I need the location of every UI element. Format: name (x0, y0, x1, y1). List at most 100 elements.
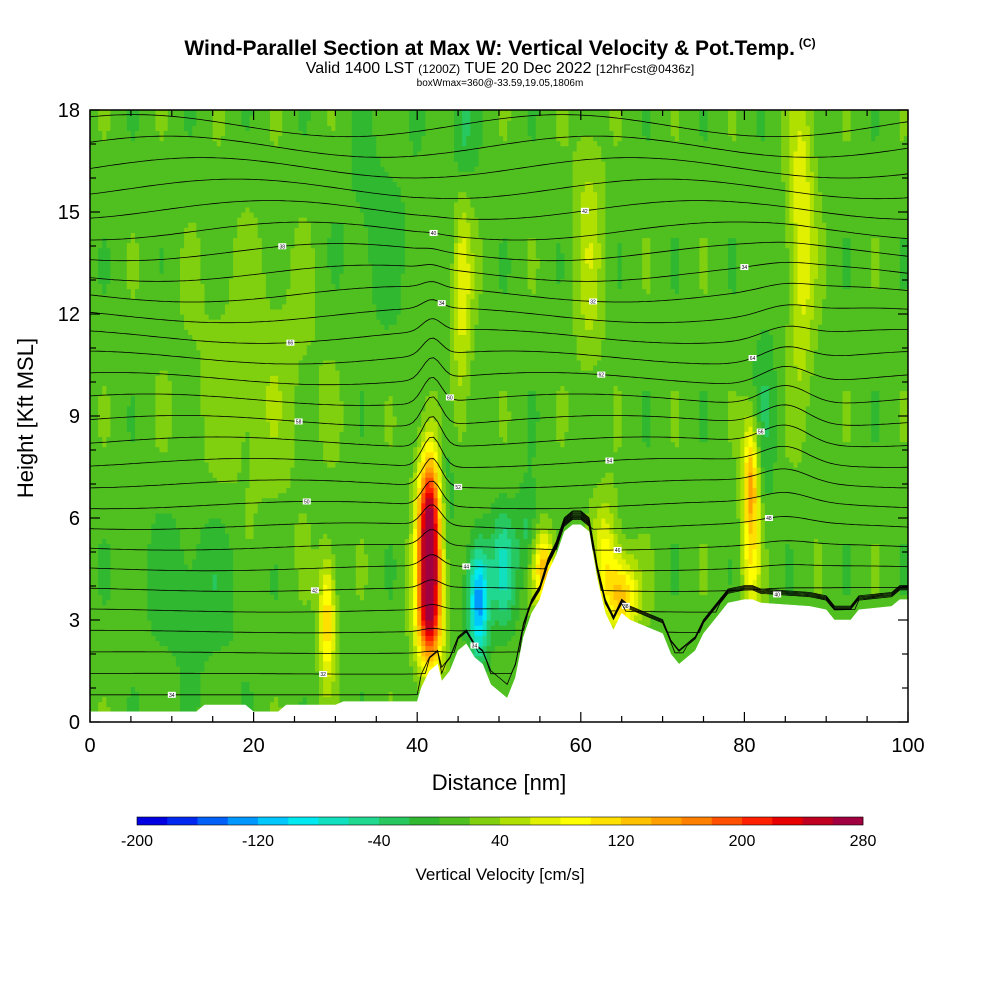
velocity-cell (192, 212, 197, 218)
velocity-cell (90, 359, 95, 366)
velocity-cell (94, 609, 99, 616)
velocity-cell (159, 614, 165, 621)
velocity-cell (233, 467, 238, 473)
velocity-cell (237, 166, 242, 172)
velocity-cell (130, 186, 136, 193)
velocity-cell (90, 308, 95, 315)
velocity-cell (163, 604, 169, 611)
velocity-cell (200, 512, 206, 519)
velocity-cell (143, 492, 148, 499)
velocity-cell (175, 344, 181, 351)
velocity-cell (220, 405, 226, 412)
velocity-cell (171, 288, 177, 295)
velocity-cell (200, 257, 206, 264)
velocity-cell (220, 278, 226, 284)
velocity-cell (94, 232, 99, 239)
velocity-cell (241, 477, 247, 483)
velocity-cell (224, 441, 230, 448)
velocity-cell (212, 217, 218, 223)
velocity-cell (134, 232, 140, 239)
velocity-cell (110, 436, 116, 443)
velocity-cell (94, 614, 99, 621)
velocity-cell (220, 650, 226, 657)
velocity-cell (94, 365, 99, 371)
velocity-cell (159, 365, 165, 371)
velocity-cell (175, 227, 181, 233)
velocity-cell (241, 665, 247, 672)
velocity-cell (130, 181, 136, 188)
velocity-cell (102, 614, 107, 621)
velocity-cell (216, 161, 222, 167)
velocity-cell (212, 456, 218, 463)
velocity-cell (139, 482, 144, 488)
velocity-cell (241, 120, 247, 126)
velocity-cell (114, 252, 120, 259)
velocity-cell (188, 451, 193, 458)
velocity-cell (147, 645, 152, 652)
velocity-cell (110, 247, 116, 254)
velocity-cell (184, 625, 189, 631)
velocity-cell (130, 334, 136, 341)
velocity-cell (126, 671, 132, 677)
velocity-cell (200, 538, 206, 545)
velocity-cell (130, 512, 136, 519)
velocity-cell (155, 548, 161, 555)
velocity-cell (249, 594, 255, 601)
velocity-cell (192, 263, 197, 269)
velocity-cell (249, 574, 255, 580)
velocity-cell (237, 339, 242, 346)
velocity-cell (98, 268, 103, 274)
velocity-cell (90, 354, 95, 361)
velocity-cell (122, 701, 128, 708)
velocity-cell (102, 609, 107, 616)
velocity-cell (118, 574, 124, 580)
velocity-cell (188, 533, 193, 539)
velocity-cell (233, 349, 238, 356)
velocity-cell (167, 237, 173, 244)
velocity-cell (233, 691, 238, 698)
velocity-cell (212, 303, 218, 310)
velocity-cell (167, 268, 173, 274)
velocity-cell (224, 630, 230, 636)
velocity-cell (155, 166, 161, 172)
velocity-cell (249, 314, 255, 320)
velocity-cell (159, 421, 165, 427)
velocity-cell (192, 359, 197, 366)
velocity-cell (220, 375, 226, 381)
valid-date: TUE 20 Dec 2022 (464, 60, 591, 77)
velocity-cell (139, 441, 144, 448)
velocity-cell (147, 390, 152, 397)
velocity-cell (159, 625, 165, 631)
velocity-cell (233, 273, 238, 279)
velocity-cell (212, 329, 218, 335)
velocity-cell (118, 375, 124, 381)
velocity-cell (94, 686, 99, 692)
velocity-cell (143, 574, 148, 580)
velocity-cell (110, 344, 116, 351)
velocity-cell (126, 594, 132, 601)
velocity-cell (175, 380, 181, 386)
velocity-cell (167, 594, 173, 601)
velocity-cell (175, 523, 181, 529)
velocity-cell (139, 548, 144, 555)
velocity-cell (192, 451, 197, 458)
velocity-cell (134, 431, 140, 437)
velocity-cell (233, 268, 238, 274)
velocity-cell (126, 599, 132, 606)
velocity-cell (224, 528, 230, 534)
velocity-cell (118, 405, 124, 412)
velocity-cell (216, 314, 222, 320)
velocity-cell (118, 365, 124, 371)
velocity-cell (196, 671, 202, 677)
velocity-cell (249, 548, 255, 555)
velocity-cell (106, 354, 112, 361)
velocity-cell (245, 385, 251, 392)
velocity-cell (245, 339, 251, 346)
velocity-cell (179, 263, 185, 269)
velocity-cell (184, 201, 189, 208)
velocity-cell (98, 492, 103, 499)
velocity-cell (98, 232, 103, 239)
velocity-cell (196, 553, 202, 560)
velocity-cell (159, 329, 165, 335)
velocity-cell (257, 635, 263, 641)
